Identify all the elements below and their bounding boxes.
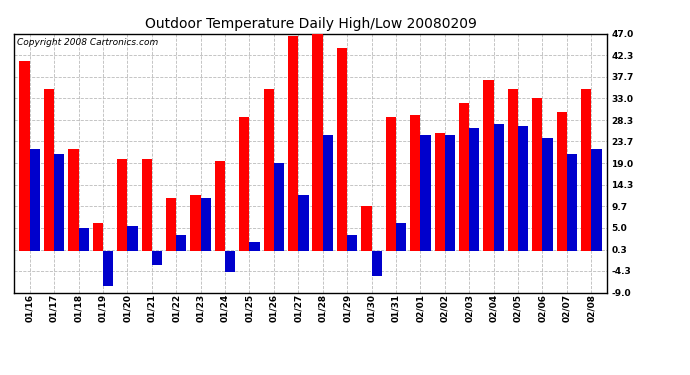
Bar xyxy=(371,251,382,276)
Bar xyxy=(493,124,504,251)
Bar xyxy=(239,117,250,251)
Bar xyxy=(274,163,284,251)
Bar xyxy=(410,115,420,251)
Bar xyxy=(117,159,128,251)
Bar xyxy=(141,159,152,251)
Bar xyxy=(557,112,567,251)
Bar xyxy=(68,149,79,251)
Bar xyxy=(225,251,235,272)
Bar xyxy=(166,198,176,251)
Bar xyxy=(396,223,406,251)
Bar xyxy=(420,135,431,251)
Bar xyxy=(542,138,553,251)
Bar xyxy=(532,99,542,251)
Bar xyxy=(19,62,30,251)
Bar xyxy=(30,149,40,251)
Bar xyxy=(362,206,371,251)
Bar xyxy=(347,235,357,251)
Bar xyxy=(459,103,469,251)
Bar xyxy=(581,89,591,251)
Bar xyxy=(176,235,186,251)
Bar xyxy=(484,80,493,251)
Bar xyxy=(92,223,103,251)
Bar xyxy=(44,89,54,251)
Bar xyxy=(508,89,518,251)
Bar xyxy=(152,251,162,265)
Bar xyxy=(190,195,201,251)
Bar xyxy=(288,36,298,251)
Bar xyxy=(201,198,211,251)
Bar xyxy=(264,89,274,251)
Bar xyxy=(250,242,259,251)
Bar xyxy=(518,126,529,251)
Bar xyxy=(567,154,577,251)
Text: Copyright 2008 Cartronics.com: Copyright 2008 Cartronics.com xyxy=(17,38,158,46)
Bar xyxy=(337,48,347,251)
Bar xyxy=(323,135,333,251)
Bar xyxy=(298,195,308,251)
Bar xyxy=(435,133,445,251)
Bar xyxy=(103,251,113,286)
Bar xyxy=(128,225,137,251)
Bar xyxy=(469,129,480,251)
Bar xyxy=(313,34,323,251)
Bar xyxy=(591,149,602,251)
Bar xyxy=(215,161,225,251)
Bar xyxy=(54,154,64,251)
Bar xyxy=(386,117,396,251)
Bar xyxy=(445,135,455,251)
Bar xyxy=(79,228,89,251)
Title: Outdoor Temperature Daily High/Low 20080209: Outdoor Temperature Daily High/Low 20080… xyxy=(145,17,476,31)
